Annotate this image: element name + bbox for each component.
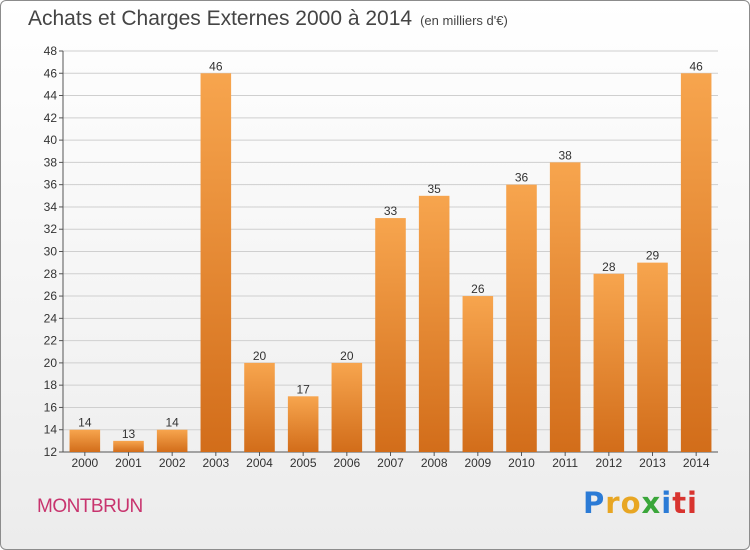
- y-tick-label: 12: [44, 445, 58, 459]
- data-label: 38: [558, 148, 572, 162]
- y-tick-label: 42: [44, 111, 58, 125]
- data-label: 26: [471, 282, 485, 296]
- data-label: 14: [78, 416, 92, 430]
- bar-2013: [637, 262, 668, 452]
- y-tick-label: 28: [44, 267, 58, 281]
- data-label: 17: [296, 382, 310, 396]
- bars: [69, 73, 712, 453]
- x-tick-label: 2003: [202, 456, 229, 470]
- data-label: 46: [689, 59, 703, 73]
- commune-name: MONTBRUN: [37, 496, 143, 517]
- data-label: 36: [515, 171, 529, 185]
- x-tick-label: 2005: [290, 456, 317, 470]
- bar-2003: [200, 73, 232, 453]
- y-tick-label: 16: [44, 400, 58, 414]
- chart-title-text: Achats et Charges Externes 2000 à 2014: [28, 7, 413, 30]
- y-tick-label: 18: [44, 378, 58, 392]
- y-tick-label: 24: [44, 311, 58, 325]
- data-label: 28: [602, 260, 616, 274]
- logo-letter: i: [661, 486, 673, 520]
- proxiti-logo: Proxiti: [583, 486, 698, 520]
- bar-2002: [156, 429, 188, 452]
- data-label: 33: [384, 204, 398, 218]
- logo-letter: ti: [672, 486, 698, 520]
- data-label: 46: [209, 59, 223, 73]
- bar-2007: [375, 218, 406, 452]
- bar-2006: [331, 362, 363, 452]
- y-tick-label: 46: [44, 66, 58, 80]
- x-tick-label: 2008: [421, 456, 448, 470]
- bar-2008: [418, 195, 450, 453]
- x-tick-label: 2004: [246, 456, 273, 470]
- logo-letter: o: [620, 486, 642, 520]
- x-tick-label: 2014: [683, 456, 710, 470]
- x-tick-label: 2006: [333, 456, 360, 470]
- data-label: 35: [427, 182, 441, 196]
- y-tick-label: 34: [44, 200, 58, 214]
- data-label: 13: [122, 427, 136, 441]
- y-tick-label: 32: [44, 222, 58, 236]
- y-tick-label: 40: [44, 133, 58, 147]
- y-tick-label: 38: [44, 155, 58, 169]
- bar-2005: [287, 396, 319, 452]
- bar-2001: [113, 440, 144, 452]
- data-labels: 14 13 14 46 20 17 20 33 35 26 36 38 28 29 46: [78, 59, 703, 441]
- x-tick-label: 2002: [159, 456, 186, 470]
- y-tick-label: 44: [44, 89, 58, 103]
- x-tick-label: 2013: [639, 456, 666, 470]
- y-tick-label: 30: [44, 245, 58, 259]
- x-tick-label: 2010: [508, 456, 535, 470]
- x-tick-label: 2007: [377, 456, 404, 470]
- y-tick-label: 36: [44, 178, 58, 192]
- logo-letter: P: [583, 486, 606, 520]
- data-label: 14: [165, 416, 179, 430]
- data-label: 29: [646, 249, 660, 263]
- x-tick-label: 2001: [115, 456, 142, 470]
- bar-2004: [244, 362, 275, 452]
- y-tick-label: 26: [44, 289, 58, 303]
- data-label: 20: [340, 349, 354, 363]
- y-tick-label: 14: [44, 423, 58, 437]
- bar-2010: [506, 184, 537, 452]
- x-tick-label: 2000: [71, 456, 98, 470]
- bar-2014: [680, 73, 712, 453]
- logo-letter: r: [605, 486, 621, 520]
- bar-2012: [593, 273, 625, 452]
- x-tick-label: 2009: [464, 456, 491, 470]
- logo-letter: x: [641, 486, 662, 520]
- bar-2011: [549, 162, 581, 452]
- x-tick-label: 2012: [595, 456, 622, 470]
- bar-2009: [462, 296, 494, 452]
- y-tick-label: 22: [44, 334, 58, 348]
- data-label: 20: [253, 349, 267, 363]
- axes: 12 14 16 18 20 22 24 26 28 30 32 34 36 38 40 42 44 46 48 20…: [44, 44, 718, 470]
- x-tick-label: 2011: [552, 456, 578, 470]
- y-tick-label: 48: [44, 44, 58, 58]
- y-tick-label: 20: [44, 356, 58, 370]
- bar-2000: [69, 429, 101, 452]
- chart-unit: (en milliers d'€): [420, 13, 508, 28]
- chart-title: Achats et Charges Externes 2000 à 2014 (e…: [28, 7, 508, 31]
